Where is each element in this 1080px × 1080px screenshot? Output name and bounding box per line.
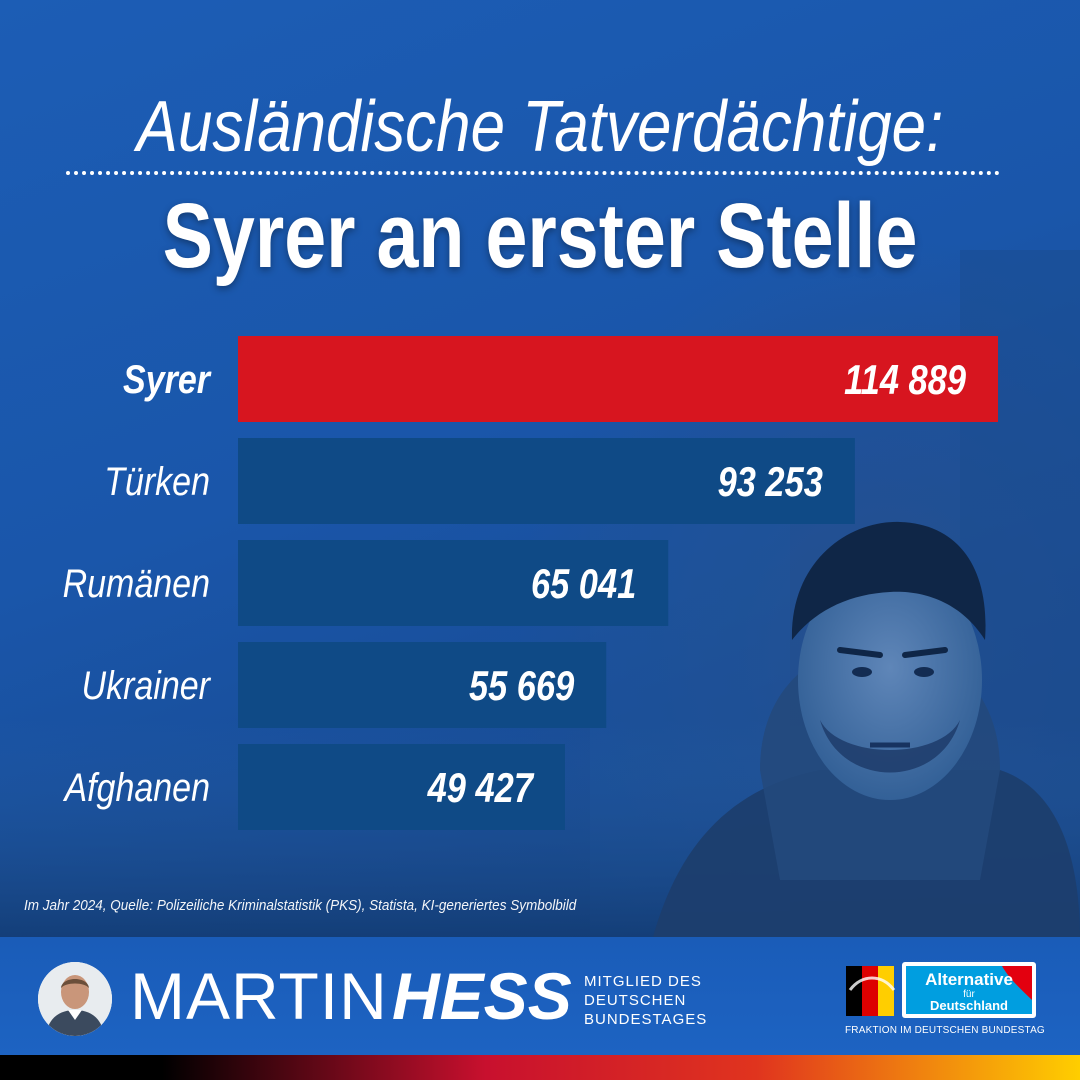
value-label-2: 65 041 bbox=[531, 561, 636, 608]
bar-3 bbox=[238, 642, 607, 728]
title-line-1: Ausländische Tatverdächtige: bbox=[136, 87, 944, 167]
bar-1 bbox=[238, 438, 855, 524]
name-last: HESS bbox=[392, 959, 572, 1033]
bar-2 bbox=[238, 540, 669, 626]
member-line-3: BUNDESTAGES bbox=[584, 1011, 708, 1028]
source-note: Im Jahr 2024, Quelle: Polizeiliche Krimi… bbox=[24, 897, 577, 914]
value-label-3: 55 669 bbox=[469, 663, 575, 710]
avatar-portrait-icon bbox=[38, 962, 112, 1036]
flag-color-strip bbox=[0, 1055, 1080, 1080]
value-label-4: 49 427 bbox=[427, 765, 535, 812]
afd-fraktion-text: FRAKTION IM DEUTSCHEN BUNDESTAG bbox=[845, 1025, 1045, 1036]
category-label-2: Rumänen bbox=[63, 560, 210, 605]
bar-4 bbox=[238, 744, 565, 830]
avatar bbox=[38, 962, 112, 1036]
bar-0 bbox=[238, 336, 998, 422]
title-dotted-underline bbox=[66, 171, 1000, 175]
category-label-3: Ukrainer bbox=[82, 662, 212, 707]
category-label-0: Syrer bbox=[123, 356, 212, 401]
afd-logo-word1: Alternative bbox=[925, 970, 1013, 989]
member-line-1: MITGLIED DES bbox=[584, 973, 702, 990]
name-first: MARTIN bbox=[130, 959, 388, 1033]
member-line-2: DEUTSCHEN bbox=[584, 992, 687, 1009]
afd-logo-word3: Deutschland bbox=[930, 998, 1008, 1013]
afd-logo: Alternative für Deutschland bbox=[846, 962, 1036, 1018]
category-label-4: Afghanen bbox=[63, 764, 210, 809]
footer-band bbox=[0, 937, 1080, 1055]
value-label-0: 114 889 bbox=[844, 357, 966, 404]
category-label-1: Türken bbox=[104, 458, 210, 503]
member-text: MITGLIED DES DEUTSCHEN BUNDESTAGES bbox=[584, 972, 707, 1029]
title-line-2: Syrer an erster Stelle bbox=[162, 185, 918, 287]
value-label-1: 93 253 bbox=[718, 459, 823, 506]
afd-logo-word2: für bbox=[963, 989, 975, 1000]
